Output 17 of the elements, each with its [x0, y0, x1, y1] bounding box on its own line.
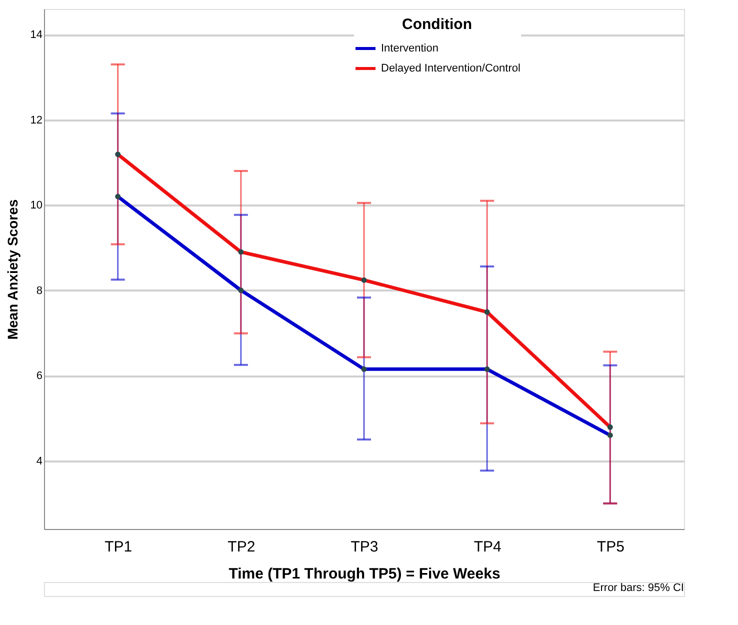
legend-label: Intervention: [381, 42, 438, 54]
y-tick-label: 8: [36, 284, 42, 297]
x-tick-label: TP2: [228, 538, 256, 556]
legend-title: Condition: [402, 16, 472, 33]
y-tick-label: 10: [30, 200, 42, 212]
y-tick-label: 12: [30, 114, 42, 126]
x-tick-label: TP1: [104, 538, 132, 556]
y-axis-title: Mean Anxiety Scores: [4, 199, 20, 340]
y-tick-label: 4: [36, 455, 42, 468]
legend-label: Delayed Intervention/Control: [381, 62, 520, 74]
text: Error bars: 95% CI: [592, 582, 684, 594]
x-axis-title: Time (TP1 Through TP5) = Five Weeks: [228, 566, 500, 582]
y-tick-label: 14: [30, 29, 42, 42]
x-tick-label: TP4: [474, 538, 502, 556]
y-tick-label: 6: [36, 370, 42, 382]
x-tick-label: TP5: [596, 538, 624, 556]
x-tick-label: TP3: [350, 538, 378, 556]
